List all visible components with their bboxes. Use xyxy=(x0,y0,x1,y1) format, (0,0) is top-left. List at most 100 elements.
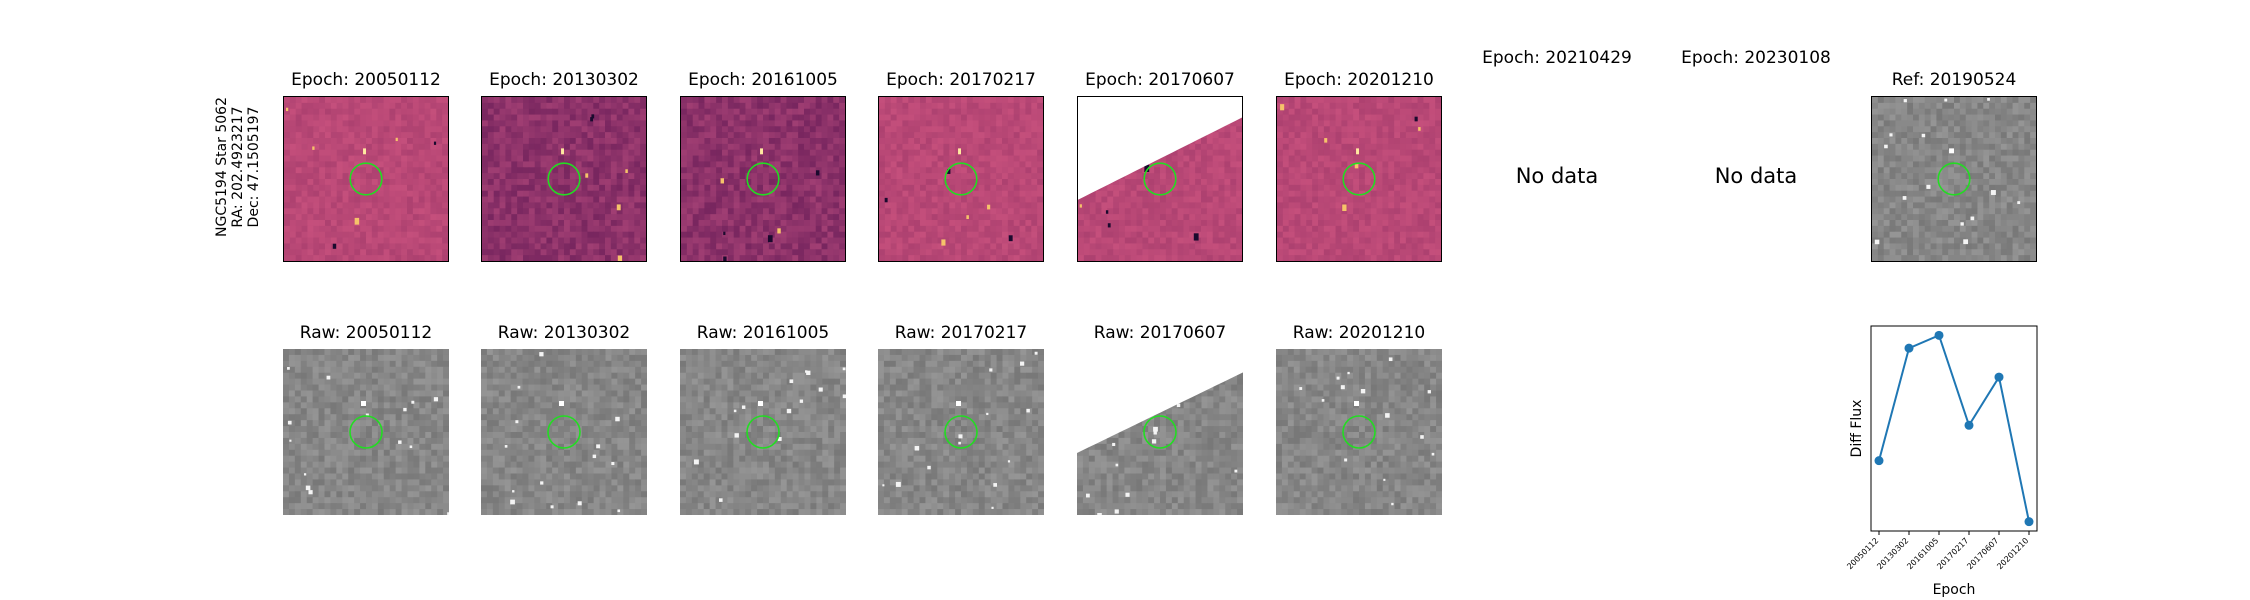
residual-spot xyxy=(617,255,623,261)
bright-residual xyxy=(363,148,366,155)
diff-image-4 xyxy=(1077,96,1243,262)
star-spot xyxy=(958,434,963,439)
star-spot xyxy=(1963,239,1969,245)
diff-panel-title: Epoch: 20161005 xyxy=(688,70,838,90)
raw-image-0 xyxy=(283,349,449,515)
star-spot xyxy=(550,505,554,509)
residual-spot xyxy=(312,146,315,150)
diff-image-5 xyxy=(1276,96,1442,262)
star-spot xyxy=(1360,388,1366,394)
star-spot xyxy=(617,509,621,513)
residual-spot xyxy=(1144,164,1150,173)
star-spot xyxy=(1902,196,1907,200)
star-spot xyxy=(1970,216,1975,221)
star-spot xyxy=(1115,463,1119,467)
residual-spot xyxy=(723,256,727,261)
target-circle xyxy=(944,162,978,196)
star-spot xyxy=(1391,502,1394,506)
residual-spot xyxy=(1107,223,1111,228)
star-spot xyxy=(512,490,515,493)
star-spot xyxy=(515,420,519,424)
raw-panel-title: Raw: 20170217 xyxy=(894,323,1028,343)
diff-panel-title: Epoch: 20130302 xyxy=(489,70,639,90)
residual-spot xyxy=(1418,127,1421,131)
object-label-line: Dec: 47.1505197 xyxy=(246,106,262,228)
light-curve-chart: 2005011220130302201610052017021720170607… xyxy=(1845,325,2038,598)
y-axis-label: Diff Flux xyxy=(1849,400,1865,458)
residual-spot xyxy=(941,239,946,246)
plot-frame xyxy=(1870,325,2038,532)
residual-spot xyxy=(947,168,951,174)
star-spot xyxy=(1114,509,1119,514)
residual-spot xyxy=(395,137,398,142)
star-spot xyxy=(882,484,885,487)
star-spot xyxy=(1085,493,1090,498)
data-point xyxy=(1934,330,1944,340)
star-spot xyxy=(517,385,521,389)
star-spot xyxy=(365,413,369,417)
star-spot xyxy=(1112,442,1116,447)
star-spot xyxy=(504,445,508,448)
star-spot xyxy=(1987,97,1990,101)
residual-spot xyxy=(1079,204,1082,208)
target-circle xyxy=(1342,162,1376,196)
star-spot xyxy=(993,483,998,487)
star-spot xyxy=(1427,390,1431,394)
x-axis-label: Epoch xyxy=(1933,582,1976,598)
target-circle xyxy=(1342,415,1376,449)
star-spot xyxy=(1020,361,1025,366)
star-spot xyxy=(1903,99,1907,103)
raw-image-2 xyxy=(680,349,846,515)
star-spot xyxy=(914,446,920,451)
ref-panel-title: Ref: 20190524 xyxy=(1891,70,2017,90)
star-spot xyxy=(1889,133,1893,137)
diff-panel-title: Epoch: 20050112 xyxy=(291,70,441,90)
star-spot xyxy=(842,367,846,371)
diff-panel-title: Epoch: 20201210 xyxy=(1284,70,1434,90)
residual-spot xyxy=(585,173,589,178)
star-spot xyxy=(958,441,961,445)
star-spot xyxy=(1944,98,1948,102)
bright-residual xyxy=(1356,148,1359,155)
star-spot xyxy=(577,501,582,506)
star-spot xyxy=(308,490,313,495)
star-spot xyxy=(615,416,620,422)
star-spot xyxy=(1344,458,1348,462)
star-spot xyxy=(1340,385,1345,390)
star-spot xyxy=(741,405,746,409)
residual-spot xyxy=(625,169,628,174)
star-spot xyxy=(927,465,931,470)
star-spot xyxy=(303,473,307,476)
star-spot xyxy=(986,412,989,416)
residual-spot xyxy=(590,117,594,122)
star-spot xyxy=(806,370,811,375)
residual-spot xyxy=(332,243,337,249)
star-spot xyxy=(1336,376,1340,380)
target-circle xyxy=(1937,162,1971,196)
target-circle xyxy=(1143,162,1177,196)
residual-spot xyxy=(1105,210,1109,214)
star-spot xyxy=(287,420,292,425)
residual-spot xyxy=(723,231,726,235)
target-circle xyxy=(944,415,978,449)
bright-star xyxy=(758,401,763,406)
star-spot xyxy=(540,481,544,485)
target-circle xyxy=(746,162,780,196)
star-spot xyxy=(719,498,723,502)
star-spot xyxy=(734,433,739,438)
data-point xyxy=(1994,372,2004,382)
residual-spot xyxy=(1414,116,1418,122)
raw-image-1 xyxy=(481,349,647,515)
diff-panel-title: Epoch: 20230108 xyxy=(1681,48,1831,68)
diff-panel-title: Epoch: 20170217 xyxy=(886,70,1036,90)
star-spot xyxy=(611,461,615,466)
data-point xyxy=(1964,420,1974,430)
target-circle xyxy=(1143,415,1177,449)
target-circle xyxy=(349,415,383,449)
data-point xyxy=(1904,343,1914,353)
residual-spot xyxy=(1354,162,1359,169)
star-spot xyxy=(403,407,407,412)
no-data-label: No data xyxy=(1515,164,1599,188)
star-spot xyxy=(1007,460,1011,463)
star-spot xyxy=(786,408,792,414)
